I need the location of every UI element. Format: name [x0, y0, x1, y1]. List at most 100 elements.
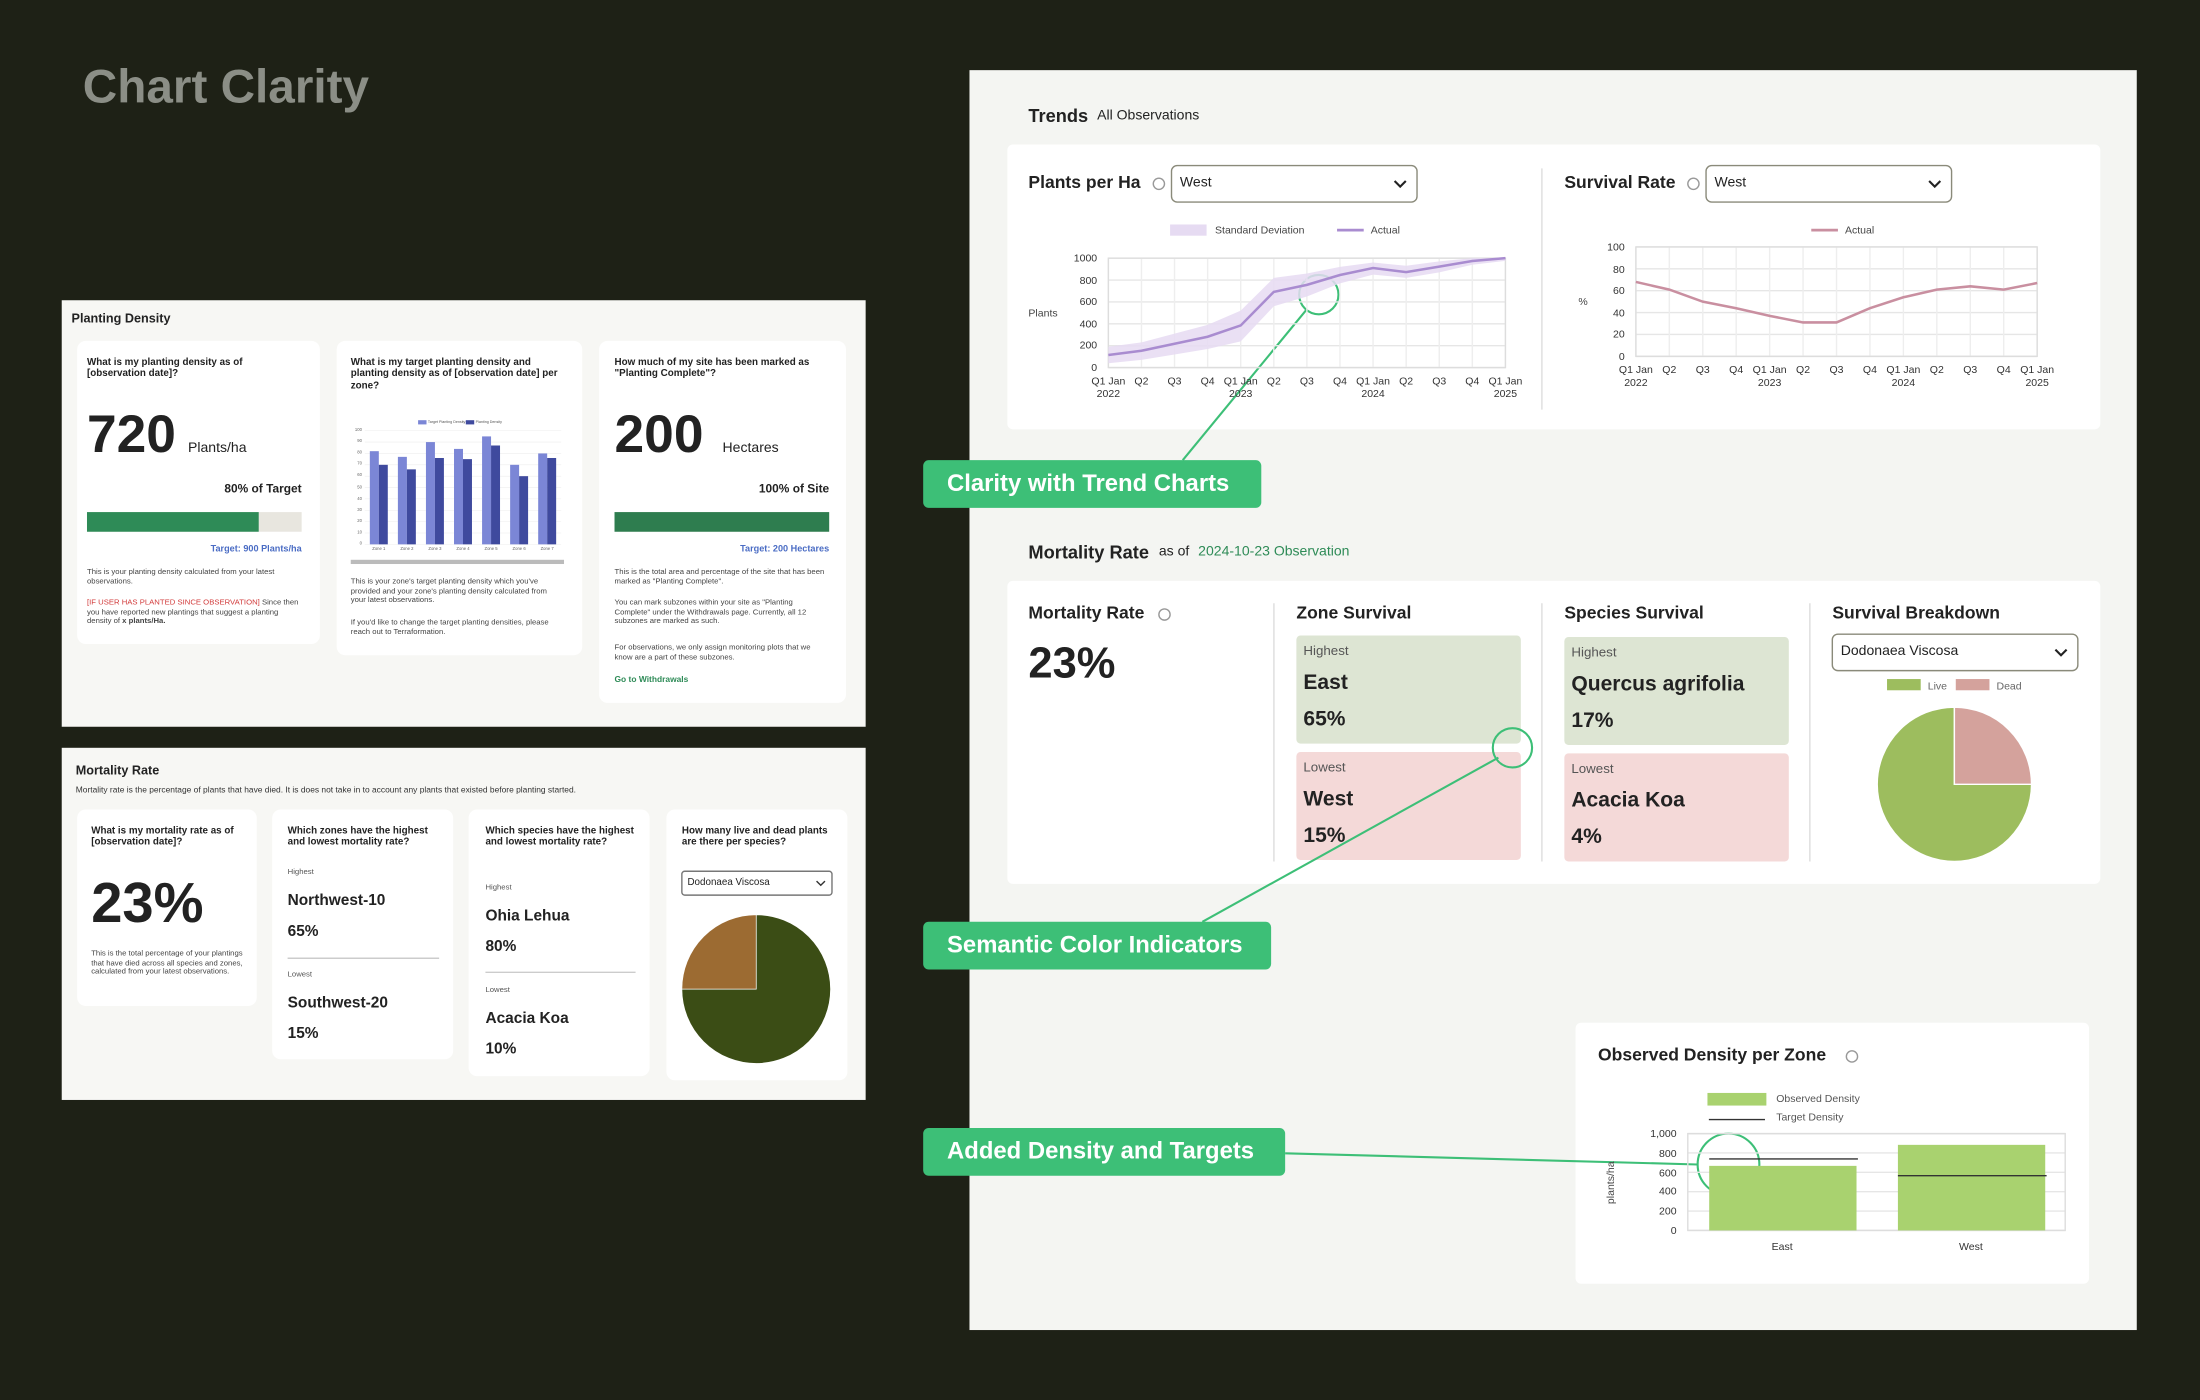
progress-fill	[86, 512, 259, 532]
x-tick-label: Q2	[1796, 363, 1811, 377]
bar	[519, 476, 529, 545]
bar	[482, 436, 492, 545]
x-tick-label: Q3	[1299, 374, 1314, 388]
progress-fill	[614, 512, 830, 532]
info-icon[interactable]	[1152, 177, 1166, 191]
x-tick-label: Zone 2	[400, 545, 414, 552]
highlight-ring	[1491, 727, 1534, 769]
value: 65%	[1303, 707, 1346, 731]
x-tick-label: Q3	[1432, 374, 1447, 388]
y-tick-label: 0	[1091, 361, 1098, 374]
unit: Hectares	[722, 440, 779, 456]
label: Highest	[287, 868, 314, 877]
warning-text: Since then you have reported new plantin…	[86, 599, 299, 627]
bar	[397, 456, 407, 545]
card	[272, 809, 454, 1060]
label: Highest	[1303, 643, 1349, 660]
name: Northwest-10	[287, 892, 386, 910]
bar	[369, 451, 379, 545]
bar	[1709, 1165, 1857, 1231]
big-number: 23%	[1028, 638, 1116, 688]
x-tick-label: Zone 1	[372, 545, 386, 552]
legend-swatch	[1955, 679, 1990, 691]
warning: [IF USER HAS PLANTED SINCE OBSERVATION]	[86, 599, 260, 608]
value: 15%	[1303, 823, 1346, 848]
legend-label: Planting Density	[475, 420, 502, 425]
info-icon[interactable]	[1687, 177, 1700, 191]
x-tick-label: Q1 Jan 2023	[1752, 363, 1787, 390]
card	[77, 340, 320, 644]
bar	[538, 453, 548, 545]
label: Lowest	[1571, 761, 1614, 778]
y-tick-label: 80	[1612, 262, 1625, 276]
callout-label: Clarity with Trend Charts	[947, 469, 1230, 497]
question: How much of my site has been marked as "…	[614, 357, 810, 380]
chevron	[1928, 180, 1942, 189]
legend-label: Dead	[1996, 679, 2022, 693]
highlight-box	[1564, 636, 1789, 745]
chart-title: Survival Rate	[1564, 172, 1676, 193]
question: How many live and dead plants are there …	[681, 826, 828, 848]
label: Highest	[485, 883, 512, 893]
y-tick-label: 20	[1612, 328, 1625, 341]
x-tick-label: Q1 Jan 2022	[1091, 374, 1126, 401]
link[interactable]: Go to Withdrawals	[614, 676, 689, 685]
select[interactable]	[1705, 164, 1953, 203]
description: You can mark subzones within your site a…	[614, 599, 807, 627]
y-tick-label: 0	[1618, 350, 1625, 363]
select-value: Dodonaea Viscosa	[687, 878, 770, 888]
x-tick-label: Q4	[1332, 374, 1347, 388]
pie-slice	[1876, 706, 2033, 863]
plot-frame	[1107, 257, 1507, 369]
section-title: Trends	[1028, 105, 1089, 127]
callout	[923, 1128, 1286, 1176]
unit: Plants/ha	[188, 440, 247, 456]
y-tick-label: 0	[1670, 1224, 1677, 1237]
question: What is my mortality rate as of [observa…	[91, 826, 234, 848]
card	[1007, 144, 2101, 430]
description: This is your planting density calculated…	[86, 568, 275, 586]
x-tick-label: Q1 Jan 2023	[1223, 374, 1258, 401]
value: 65%	[287, 923, 319, 941]
section-title: Mortality Rate	[1028, 541, 1150, 563]
select[interactable]	[681, 870, 833, 896]
x-tick-label: Q1 Jan 2025	[2020, 363, 2055, 390]
x-tick-label: Q2	[1399, 374, 1414, 388]
panel-title: Mortality Rate	[75, 763, 160, 778]
description: This is your zone's target planting dens…	[350, 578, 547, 605]
name: Ohia Lehua	[485, 907, 570, 925]
y-tick-label: 800	[1659, 1146, 1677, 1160]
pie-slice	[681, 914, 757, 990]
x-tick-label: East	[1771, 1240, 1793, 1253]
info-icon[interactable]	[1845, 1050, 1859, 1063]
column-title: Mortality Rate	[1028, 603, 1145, 623]
y-tick-label: 70	[357, 460, 362, 467]
x-tick-label: Q1 Jan 2025	[1488, 374, 1523, 401]
progress-label: 100% of Site	[758, 481, 830, 496]
as-of: as of	[1158, 544, 1190, 560]
select-value: West	[1179, 175, 1212, 191]
legend-swatch	[1707, 1092, 1767, 1106]
y-tick-label: 600	[1659, 1166, 1677, 1179]
name: Southwest-20	[287, 994, 388, 1012]
value: 80%	[485, 938, 517, 956]
y-tick-label: 800	[1079, 273, 1098, 287]
x-tick-label: Q2	[1266, 374, 1281, 388]
y-tick-label: 0	[359, 540, 362, 547]
info-icon[interactable]	[1158, 608, 1171, 621]
y-tick-label: 200	[1659, 1204, 1677, 1218]
bar	[406, 469, 416, 545]
question: What is my target planting density and p…	[350, 357, 558, 392]
line	[1108, 256, 1506, 357]
connector	[1285, 1152, 1698, 1166]
x-tick-label: Q4	[1465, 374, 1480, 388]
select[interactable]	[1831, 633, 2079, 672]
name: East	[1303, 670, 1348, 695]
bar	[434, 457, 444, 545]
y-tick-label: 40	[357, 494, 362, 501]
bar	[491, 445, 501, 545]
y-tick-label: 40	[1612, 306, 1625, 319]
name: West	[1303, 787, 1354, 811]
select[interactable]	[1170, 164, 1418, 203]
